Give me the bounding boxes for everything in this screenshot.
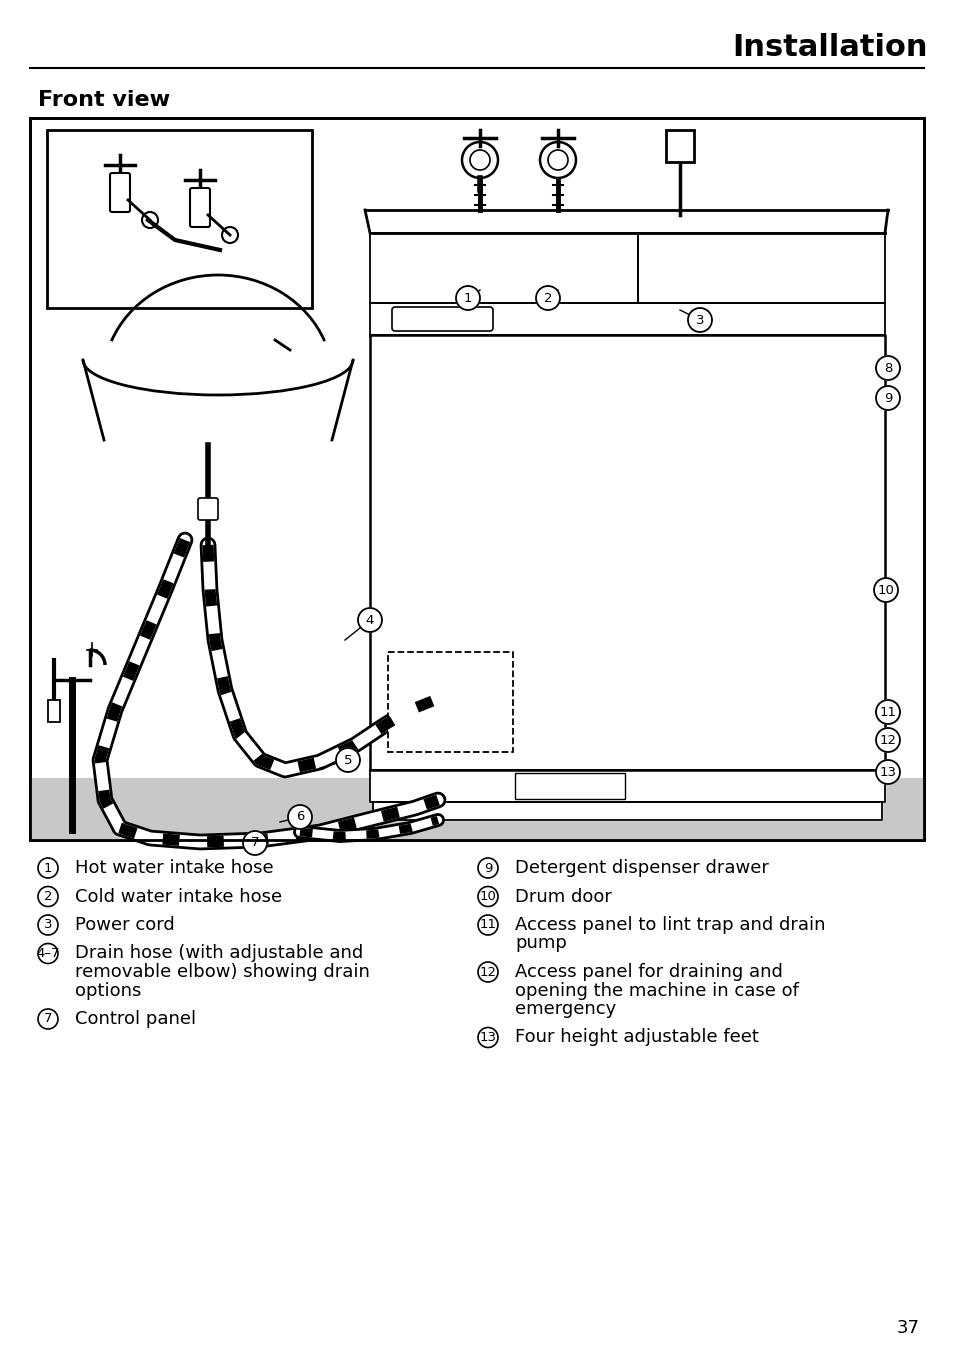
Text: 2: 2	[44, 890, 52, 903]
Text: Hot water intake hose: Hot water intake hose	[75, 859, 274, 877]
FancyBboxPatch shape	[30, 777, 923, 840]
Circle shape	[875, 760, 899, 784]
Text: Cold water intake hose: Cold water intake hose	[75, 887, 282, 906]
Text: Installation: Installation	[732, 34, 927, 62]
Circle shape	[477, 887, 497, 906]
Circle shape	[357, 608, 381, 631]
Text: 4: 4	[365, 614, 374, 626]
Text: 3: 3	[44, 918, 52, 932]
Circle shape	[687, 308, 711, 333]
Polygon shape	[638, 233, 884, 303]
Text: 4–7: 4–7	[36, 946, 60, 960]
Circle shape	[536, 287, 559, 310]
Text: options: options	[75, 982, 141, 999]
Circle shape	[456, 287, 479, 310]
FancyBboxPatch shape	[190, 188, 210, 227]
Text: 10: 10	[877, 584, 894, 596]
Circle shape	[477, 1028, 497, 1048]
Text: Front view: Front view	[38, 91, 170, 110]
Text: 5: 5	[343, 753, 352, 767]
Text: 2: 2	[543, 292, 552, 304]
Text: 12: 12	[479, 965, 496, 979]
Polygon shape	[373, 802, 882, 821]
FancyBboxPatch shape	[198, 498, 218, 521]
Text: pump: pump	[515, 934, 566, 953]
Text: 13: 13	[479, 1032, 496, 1044]
Text: 13: 13	[879, 765, 896, 779]
Text: Drain hose (with adjustable and: Drain hose (with adjustable and	[75, 945, 363, 963]
Circle shape	[243, 831, 267, 854]
Circle shape	[875, 727, 899, 752]
Circle shape	[873, 579, 897, 602]
FancyBboxPatch shape	[47, 130, 312, 308]
Circle shape	[477, 963, 497, 982]
Circle shape	[875, 356, 899, 380]
Text: 7: 7	[251, 837, 259, 849]
Text: removable elbow) showing drain: removable elbow) showing drain	[75, 963, 370, 982]
FancyBboxPatch shape	[48, 700, 60, 722]
FancyBboxPatch shape	[30, 118, 923, 840]
Text: 11: 11	[479, 918, 496, 932]
Text: emergency: emergency	[515, 1000, 616, 1018]
Circle shape	[875, 700, 899, 725]
Text: 6: 6	[295, 810, 304, 823]
FancyBboxPatch shape	[665, 130, 693, 162]
Text: 1: 1	[44, 861, 52, 875]
Circle shape	[335, 748, 359, 772]
Text: 9: 9	[483, 861, 492, 875]
Text: Control panel: Control panel	[75, 1010, 196, 1028]
Text: 1: 1	[463, 292, 472, 304]
Circle shape	[875, 387, 899, 410]
Polygon shape	[370, 303, 884, 335]
Circle shape	[38, 944, 58, 964]
Text: Power cord: Power cord	[75, 917, 174, 934]
Text: Four height adjustable feet: Four height adjustable feet	[515, 1029, 758, 1046]
Circle shape	[288, 804, 312, 829]
Circle shape	[38, 859, 58, 877]
Text: Drum door: Drum door	[515, 887, 611, 906]
Polygon shape	[365, 210, 887, 233]
Text: 11: 11	[879, 706, 896, 718]
Text: 9: 9	[882, 392, 891, 404]
FancyBboxPatch shape	[515, 773, 624, 799]
Polygon shape	[370, 771, 884, 802]
Polygon shape	[370, 335, 884, 771]
Text: 8: 8	[882, 361, 891, 375]
FancyBboxPatch shape	[388, 652, 513, 752]
Text: 37: 37	[896, 1320, 919, 1337]
Text: Access panel to lint trap and drain: Access panel to lint trap and drain	[515, 917, 824, 934]
Text: Access panel for draining and: Access panel for draining and	[515, 963, 782, 982]
Circle shape	[38, 887, 58, 906]
Circle shape	[38, 1009, 58, 1029]
Text: 12: 12	[879, 734, 896, 746]
Text: 3: 3	[695, 314, 703, 326]
Circle shape	[38, 915, 58, 936]
Text: 7: 7	[44, 1013, 52, 1026]
Circle shape	[477, 859, 497, 877]
Text: Detergent dispenser drawer: Detergent dispenser drawer	[515, 859, 768, 877]
Circle shape	[477, 915, 497, 936]
FancyBboxPatch shape	[392, 307, 493, 331]
FancyBboxPatch shape	[110, 173, 130, 212]
Polygon shape	[370, 233, 638, 303]
Text: opening the machine in case of: opening the machine in case of	[515, 982, 798, 999]
Text: 10: 10	[479, 890, 496, 903]
